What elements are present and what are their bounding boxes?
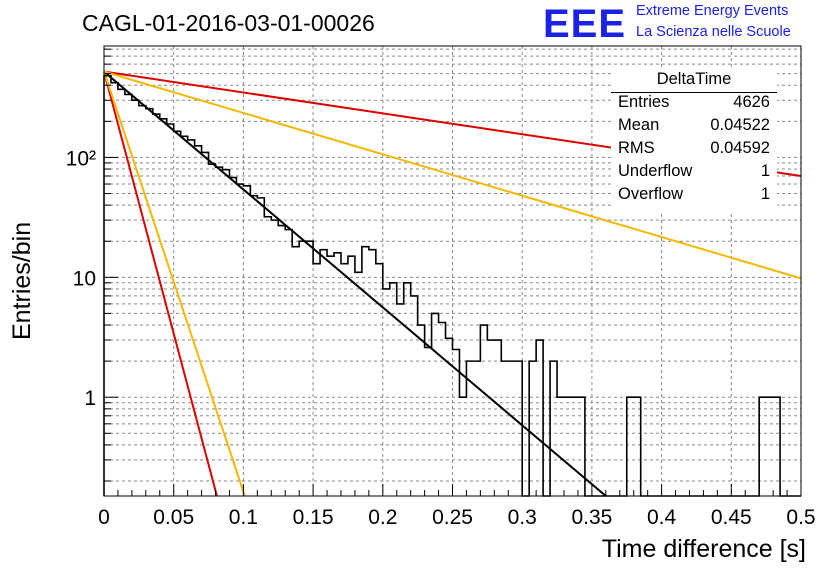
stats-divider xyxy=(611,92,777,93)
eee-logo: EEE xyxy=(543,2,627,46)
stats-title: DeltaTime xyxy=(656,70,732,88)
y-tick-label: 10² xyxy=(66,147,96,170)
y-tick-label: 1 xyxy=(84,387,96,410)
x-tick-label: 0.2 xyxy=(368,506,397,529)
fit-line xyxy=(103,71,246,497)
axes: 0 0.05 0.1 0.15 0.2 0.25 0.3 0.35 0.4 0.45 0.5 1 10 1… xyxy=(66,48,816,529)
stats-row-entries: Entries 4626 xyxy=(618,93,770,115)
stats-row-overflow: Overflow 1 xyxy=(618,185,770,207)
stats-value: 0.04522 xyxy=(710,116,770,134)
stats-key: RMS xyxy=(618,139,655,157)
x-tick-label: 0.45 xyxy=(711,506,752,529)
stats-value: 4626 xyxy=(733,93,770,111)
logo-subtitle-2: La Scienza nelle Scuole xyxy=(636,24,791,40)
stats-key: Entries xyxy=(618,93,670,111)
x-tick-label: 0.5 xyxy=(786,506,815,529)
x-tick-label: 0 xyxy=(98,506,110,529)
histogram-outline xyxy=(103,74,801,497)
x-tick-label: 0.25 xyxy=(432,506,473,529)
stats-value: 1 xyxy=(760,185,770,203)
y-axis-label: Entries/bin xyxy=(8,221,36,340)
stats-key: Overflow xyxy=(618,185,684,203)
x-tick-label: 0.3 xyxy=(508,506,537,529)
histogram-series xyxy=(103,74,801,497)
fit-line xyxy=(103,71,218,497)
x-tick-label: 0.15 xyxy=(293,506,334,529)
stats-key: Underflow xyxy=(618,162,693,180)
x-axis-label: Time difference [s] xyxy=(601,535,806,563)
stats-value: 0.04592 xyxy=(710,139,770,157)
grid-lines xyxy=(104,46,801,496)
stats-row-rms: RMS 0.04592 xyxy=(618,139,770,161)
x-tick-label: 0.4 xyxy=(647,506,677,529)
x-tick-label: 0.35 xyxy=(571,506,612,529)
y-tick-label: 10 xyxy=(73,267,96,290)
stats-value: 1 xyxy=(760,162,770,180)
x-tick-label: 0.05 xyxy=(153,506,194,529)
stats-row-mean: Mean 0.04522 xyxy=(618,116,770,138)
x-tick-label: 0.1 xyxy=(229,506,258,529)
fit-line xyxy=(103,70,802,280)
stats-row-underflow: Underflow 1 xyxy=(618,162,770,184)
stats-key: Mean xyxy=(618,116,660,134)
stats-box: DeltaTime Entries 4626 Mean 0.04522 RMS … xyxy=(611,68,777,214)
logo-subtitle-1: Extreme Energy Events xyxy=(636,3,789,19)
plot-title: CAGL-01-2016-03-01-00026 xyxy=(82,10,375,36)
